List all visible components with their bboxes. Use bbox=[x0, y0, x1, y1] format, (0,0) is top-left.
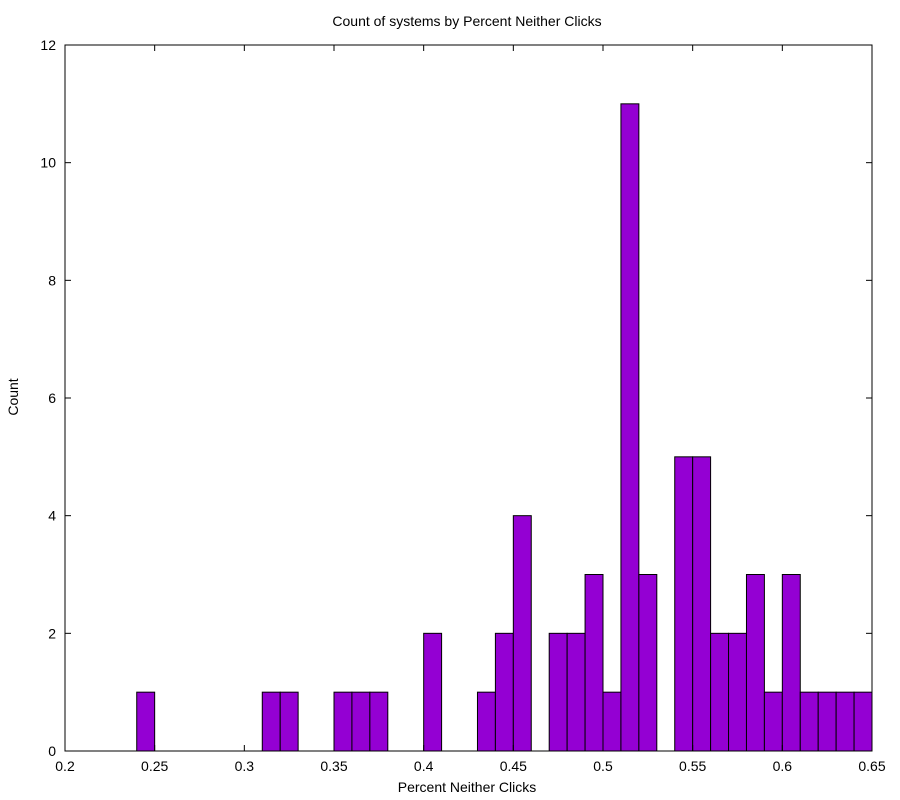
y-tick-label: 0 bbox=[48, 743, 56, 759]
histogram-bar bbox=[835, 691, 855, 752]
x-tick-label: 0.55 bbox=[679, 758, 706, 774]
x-tick-label: 0.2 bbox=[55, 758, 75, 774]
histogram-bar bbox=[261, 691, 281, 752]
histogram-bar bbox=[853, 691, 873, 752]
histogram-bar bbox=[566, 632, 586, 752]
y-tick-label: 2 bbox=[48, 625, 56, 641]
histogram-bar bbox=[602, 691, 622, 752]
plot-frame bbox=[64, 44, 873, 752]
histogram-bar bbox=[136, 691, 156, 752]
x-tick-label: 0.45 bbox=[500, 758, 527, 774]
histogram-bar bbox=[763, 691, 783, 752]
x-tick-label: 0.5 bbox=[593, 758, 613, 774]
bars-group bbox=[136, 103, 873, 752]
histogram-bar bbox=[728, 632, 747, 752]
histogram-bar bbox=[781, 574, 801, 752]
histogram-bar bbox=[494, 632, 514, 752]
histogram-bar bbox=[620, 103, 640, 752]
x-tick-label: 0.3 bbox=[235, 758, 255, 774]
x-tick-label: 0.65 bbox=[858, 758, 885, 774]
x-tick-label: 0.4 bbox=[414, 758, 434, 774]
y-tick-label: 6 bbox=[48, 390, 56, 406]
y-tick-label: 4 bbox=[48, 508, 56, 524]
histogram-bar bbox=[692, 456, 712, 752]
histogram-bar bbox=[584, 574, 604, 752]
histogram-bar bbox=[476, 691, 496, 752]
histogram-bar bbox=[423, 632, 443, 752]
histogram-bar bbox=[745, 574, 765, 752]
x-tick-label: 0.35 bbox=[320, 758, 347, 774]
histogram-bar bbox=[799, 691, 819, 752]
y-tick-label: 10 bbox=[40, 155, 56, 171]
histogram-bar bbox=[279, 691, 299, 752]
histogram-bar bbox=[638, 574, 658, 752]
x-tick-label: 0.25 bbox=[141, 758, 168, 774]
y-axis-label: Count bbox=[5, 378, 21, 415]
y-tick-label: 8 bbox=[48, 272, 56, 288]
y-tick-label: 12 bbox=[40, 37, 56, 53]
x-axis-label: Percent Neither Clicks bbox=[398, 779, 537, 795]
histogram-bar bbox=[710, 632, 730, 752]
histogram-bar bbox=[512, 515, 532, 752]
histogram-bar bbox=[674, 456, 694, 752]
histogram-bar bbox=[548, 632, 568, 752]
histogram-bar bbox=[369, 691, 389, 752]
histogram-bar bbox=[333, 691, 353, 752]
x-tick-label: 0.6 bbox=[773, 758, 793, 774]
chart-title: Count of systems by Percent Neither Clic… bbox=[332, 13, 601, 29]
histogram-bar bbox=[351, 691, 371, 752]
ticks-group: 0.2 0.25 0.3 0.35 0.4 0.45 0.5 0.55 0.6 0.65 0 2 4 6 8… bbox=[40, 37, 885, 774]
histogram-bar bbox=[817, 691, 837, 752]
